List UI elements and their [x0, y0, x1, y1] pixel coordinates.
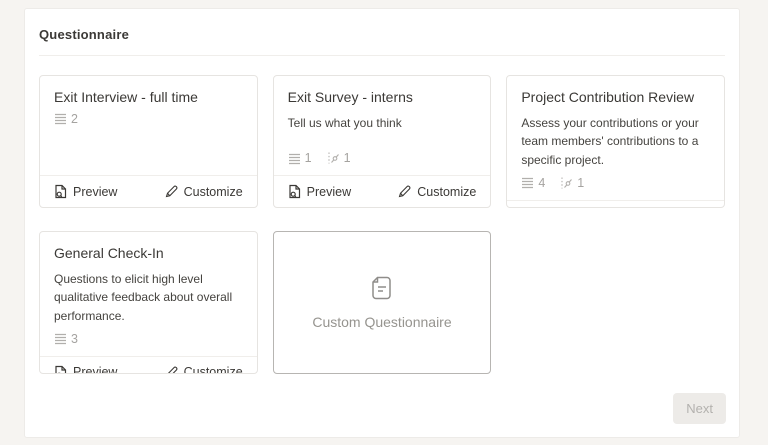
preview-label: Preview — [73, 184, 118, 199]
question-count-value: 3 — [71, 331, 78, 346]
card-description: Tell us what you think — [287, 115, 402, 130]
question-counts: 1 1 — [288, 151, 477, 165]
next-button[interactable]: Next — [673, 393, 726, 424]
header-divider — [39, 55, 725, 56]
card-description: Questions to elicit high level qualitati… — [54, 271, 233, 323]
list-lines-icon — [54, 112, 67, 125]
card-title: General Check-In — [54, 245, 164, 261]
page-title: Questionnaire — [39, 27, 130, 42]
card-exit-interview-full-time[interactable]: Exit Interview - full time 2 P — [39, 75, 258, 208]
preview-button[interactable]: Preview — [288, 184, 351, 199]
preview-button[interactable]: Preview — [54, 365, 118, 374]
preview-label: Preview — [306, 184, 352, 199]
panel-header: Questionnaire — [25, 9, 739, 55]
question-count: 1 — [288, 151, 312, 165]
card-exit-survey-interns[interactable]: Exit Survey - interns Tell us what you t… — [272, 75, 492, 208]
customize-label: Customize — [183, 184, 243, 199]
card-footer: Preview Customize — [273, 175, 491, 207]
pencil-icon — [165, 185, 178, 198]
question-count: 2 — [54, 112, 78, 126]
cards-grid: Exit Interview - full time 2 P — [39, 75, 725, 374]
question-counts: 2 — [54, 112, 243, 126]
question-count-value: 2 — [71, 111, 78, 126]
custom-questionnaire-card[interactable]: Custom Questionnaire — [272, 231, 492, 374]
scale-count: 1 — [559, 176, 584, 190]
scale-count-value: 1 — [577, 175, 585, 190]
card-project-contribution-review[interactable]: Project Contribution Review Assess your … — [506, 75, 725, 208]
card-general-check-in[interactable]: General Check-In Questions to elicit hig… — [39, 231, 258, 374]
list-lines-icon — [288, 152, 301, 165]
customize-label: Customize — [183, 365, 243, 374]
customize-label: Customize — [417, 184, 477, 199]
list-lines-icon — [521, 176, 534, 189]
question-counts: 3 — [54, 332, 243, 346]
question-count: 3 — [54, 332, 78, 346]
question-counts: 4 1 — [521, 176, 710, 190]
document-icon — [371, 276, 392, 305]
scale-count-value: 1 — [343, 151, 351, 165]
card-title: Project Contribution Review — [521, 89, 695, 105]
card-description: Assess your contributions or your team m… — [521, 115, 699, 167]
card-title: Exit Survey - interns — [287, 89, 413, 105]
pencil-icon — [398, 185, 411, 198]
document-magnifier-icon — [54, 184, 67, 199]
questionnaire-panel: Questionnaire Exit Interview - full time… — [24, 8, 740, 438]
custom-questionnaire-label: Custom Questionnaire — [312, 313, 452, 330]
card-footer: Preview Customize — [507, 199, 724, 207]
opinion-scale-icon — [559, 176, 573, 190]
customize-button[interactable]: Customize — [398, 185, 476, 199]
list-lines-icon — [54, 332, 67, 345]
question-count-value: 1 — [304, 151, 312, 165]
scale-count: 1 — [326, 151, 351, 165]
question-count-value: 4 — [538, 175, 546, 190]
card-footer: Preview Customize — [40, 175, 257, 207]
card-footer: Preview Customize — [40, 355, 257, 374]
customize-button[interactable]: Customize — [165, 365, 243, 374]
customize-button[interactable]: Customize — [165, 185, 243, 199]
question-count: 4 — [521, 176, 545, 190]
document-magnifier-icon — [54, 365, 67, 373]
pencil-icon — [165, 366, 178, 373]
card-title: Exit Interview - full time — [54, 89, 198, 105]
document-magnifier-icon — [288, 184, 301, 199]
preview-button[interactable]: Preview — [54, 184, 117, 199]
opinion-scale-icon — [326, 151, 340, 165]
preview-label: Preview — [73, 365, 118, 374]
